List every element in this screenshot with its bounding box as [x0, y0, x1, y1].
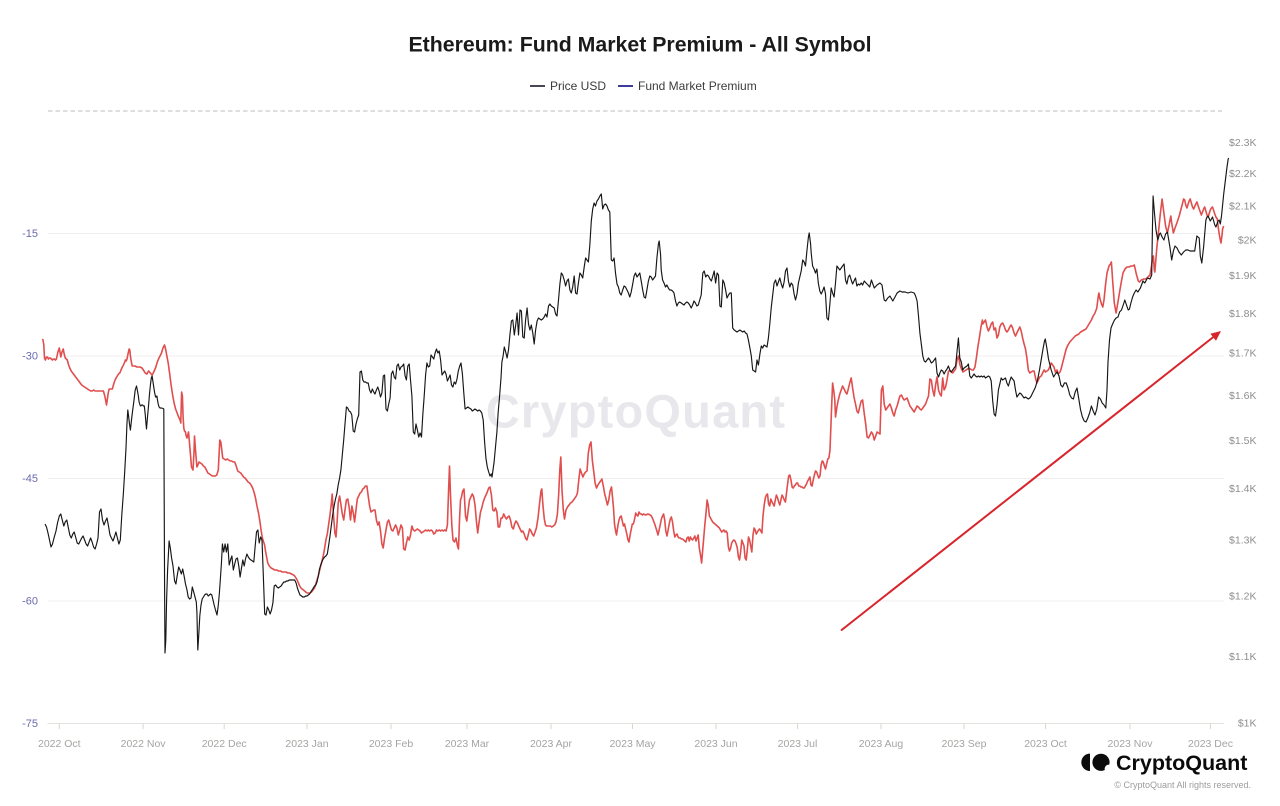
- svg-text:$2.2K: $2.2K: [1229, 168, 1256, 180]
- svg-text:$1.6K: $1.6K: [1229, 390, 1256, 402]
- svg-text:2023 May: 2023 May: [609, 738, 656, 750]
- svg-text:Fund Market Premium: Fund Market Premium: [638, 79, 757, 93]
- svg-text:-75: -75: [22, 718, 38, 730]
- svg-text:2023 Mar: 2023 Mar: [445, 738, 490, 750]
- svg-text:CryptoQuant: CryptoQuant: [1116, 751, 1247, 775]
- svg-text:-30: -30: [22, 351, 38, 363]
- svg-text:2023 Dec: 2023 Dec: [1188, 738, 1233, 750]
- svg-text:2022 Nov: 2022 Nov: [121, 738, 167, 750]
- svg-text:-45: -45: [22, 473, 38, 485]
- svg-text:$1.9K: $1.9K: [1229, 270, 1256, 282]
- svg-text:2023 Sep: 2023 Sep: [942, 738, 987, 750]
- svg-text:Ethereum: Fund Market Premium: Ethereum: Fund Market Premium - All Symb…: [408, 33, 871, 57]
- svg-text:2023 Feb: 2023 Feb: [369, 738, 414, 750]
- svg-text:Price USD: Price USD: [550, 79, 606, 93]
- svg-text:$1.3K: $1.3K: [1229, 535, 1256, 547]
- svg-text:2023 Nov: 2023 Nov: [1108, 738, 1154, 750]
- svg-text:$2.3K: $2.3K: [1229, 137, 1256, 149]
- svg-text:2023 Oct: 2023 Oct: [1024, 738, 1067, 750]
- svg-text:© CryptoQuant All rights reser: © CryptoQuant All rights reserved.: [1114, 780, 1251, 790]
- svg-text:2023 Jun: 2023 Jun: [694, 738, 737, 750]
- svg-text:2023 Jul: 2023 Jul: [778, 738, 818, 750]
- svg-text:$2.1K: $2.1K: [1229, 200, 1256, 212]
- svg-text:2022 Dec: 2022 Dec: [202, 738, 247, 750]
- svg-text:2023 Apr: 2023 Apr: [530, 738, 573, 750]
- svg-text:2023 Aug: 2023 Aug: [859, 738, 904, 750]
- svg-text:2023 Jan: 2023 Jan: [285, 738, 328, 750]
- svg-text:2022 Oct: 2022 Oct: [38, 738, 81, 750]
- svg-text:$1.7K: $1.7K: [1229, 348, 1256, 360]
- svg-text:-60: -60: [22, 596, 38, 608]
- svg-text:CryptoQuant: CryptoQuant: [486, 385, 786, 438]
- svg-text:$1.5K: $1.5K: [1229, 435, 1256, 447]
- svg-text:-15: -15: [22, 228, 38, 240]
- svg-text:$1.2K: $1.2K: [1229, 590, 1256, 602]
- svg-text:$1.4K: $1.4K: [1229, 483, 1256, 495]
- svg-text:$1.8K: $1.8K: [1229, 308, 1256, 320]
- svg-text:$2K: $2K: [1238, 234, 1257, 246]
- svg-text:$1.1K: $1.1K: [1229, 651, 1256, 663]
- svg-text:$1K: $1K: [1238, 718, 1257, 730]
